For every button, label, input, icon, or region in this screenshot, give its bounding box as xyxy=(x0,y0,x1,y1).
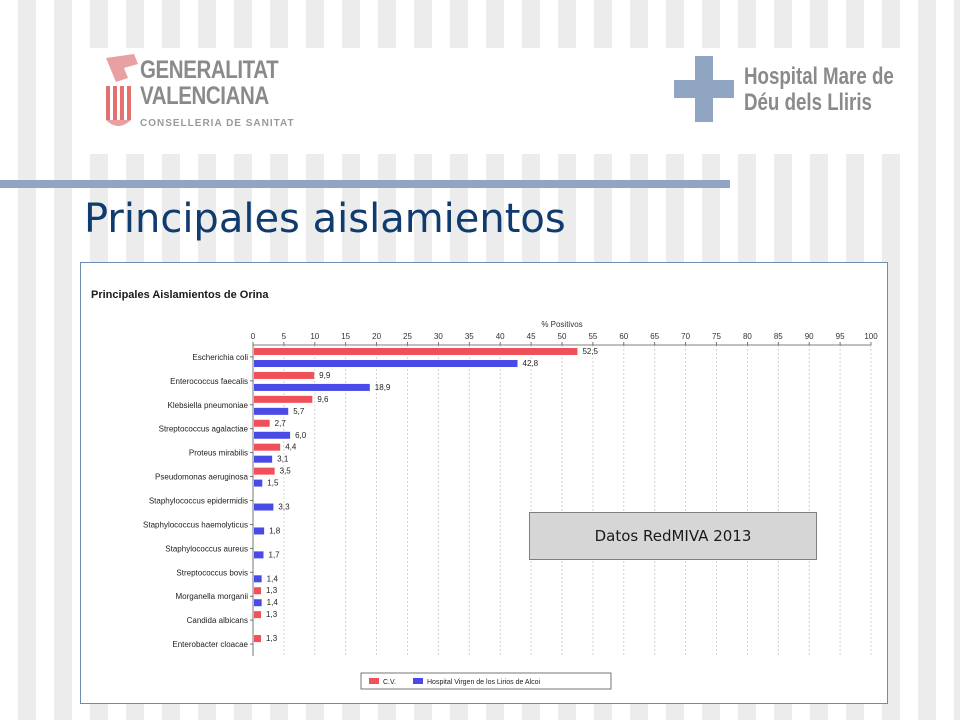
x-tick-label: 40 xyxy=(496,332,505,341)
x-tick-label: 90 xyxy=(805,332,814,341)
category-label: Staphylococcus aureus xyxy=(165,544,248,553)
x-tick-label: 25 xyxy=(403,332,412,341)
category-label: Pseudomonas aeruginosa xyxy=(155,473,249,482)
bar-cv xyxy=(254,587,262,595)
category-label: Proteus mirabilis xyxy=(189,449,248,458)
x-tick-label: 5 xyxy=(282,332,287,341)
x-axis-label: % Positivos xyxy=(541,320,582,329)
bar-value-label: 3,5 xyxy=(280,467,292,476)
bar-hospital xyxy=(254,503,274,511)
hospital-name-line1: Hospital Mare de xyxy=(744,63,894,90)
bar-value-label: 1,4 xyxy=(267,574,279,583)
bar-hospital xyxy=(254,360,518,367)
bar-value-label: 1,3 xyxy=(266,634,278,643)
category-label: Streptococcus bovis xyxy=(176,568,248,577)
x-tick-label: 15 xyxy=(341,332,350,341)
bar-chart: Principales Aislamientos de Orina % Posit… xyxy=(91,289,878,690)
x-tick-label: 75 xyxy=(712,332,721,341)
generalitat-name-line1: GENERALITAT xyxy=(140,56,279,84)
category-label: Candida albicans xyxy=(187,616,248,625)
x-tick-label: 100 xyxy=(864,332,878,341)
x-tick-label: 45 xyxy=(527,332,536,341)
bar-value-label: 9,9 xyxy=(319,371,331,380)
legend-swatch-hospital xyxy=(413,678,423,684)
x-tick-label: 95 xyxy=(836,332,845,341)
bar-hospital xyxy=(254,479,263,487)
slide-title: Principales aislamientos xyxy=(84,196,566,242)
category-label: Enterococcus faecalis xyxy=(170,377,248,386)
generalitat-emblem-icon xyxy=(106,54,138,126)
x-tick-label: 30 xyxy=(434,332,443,341)
x-tick-label: 0 xyxy=(251,332,256,341)
bar-cv xyxy=(254,635,262,643)
category-label: Morganella morganii xyxy=(176,592,249,601)
bar-hospital xyxy=(254,575,262,583)
x-tick-label: 20 xyxy=(372,332,381,341)
bar-cv xyxy=(254,611,262,619)
chart-title: Principales Aislamientos de Orina xyxy=(91,289,269,301)
data-source-note: Datos RedMIVA 2013 xyxy=(529,512,817,560)
x-tick-label: 60 xyxy=(619,332,628,341)
legend-label-hospital: Hospital Virgen de los Lirios de Alcoi xyxy=(427,679,541,686)
bar-value-label: 3,3 xyxy=(278,503,290,512)
bar-hospital xyxy=(254,407,289,415)
x-tick-label: 70 xyxy=(681,332,690,341)
bar-cv xyxy=(254,419,270,427)
bar-cv xyxy=(254,348,578,355)
bar-value-label: 2,7 xyxy=(275,419,287,428)
x-tick-label: 55 xyxy=(588,332,597,341)
bar-value-label: 1,8 xyxy=(269,526,281,535)
generalitat-name-line2: VALENCIANA xyxy=(140,82,269,110)
bar-hospital xyxy=(254,431,291,439)
x-tick-label: 65 xyxy=(650,332,659,341)
bar-value-label: 1,4 xyxy=(267,598,279,607)
bar-hospital xyxy=(254,455,273,463)
category-label: Staphylococcus haemolyticus xyxy=(143,520,248,529)
bar-value-label: 52,5 xyxy=(582,347,598,356)
bar-value-label: 5,7 xyxy=(293,407,305,416)
x-tick-label: 50 xyxy=(558,332,567,341)
legend-swatch-cv xyxy=(369,678,379,684)
bar-hospital xyxy=(254,527,265,535)
bar-value-label: 1,7 xyxy=(269,550,281,559)
bar-value-label: 9,6 xyxy=(317,395,329,404)
category-label: Escherichia coli xyxy=(192,353,248,362)
x-tick-label: 35 xyxy=(465,332,474,341)
bar-value-label: 1,3 xyxy=(266,586,278,595)
bar-value-label: 1,3 xyxy=(266,610,278,619)
x-tick-label: 85 xyxy=(774,332,783,341)
category-label: Staphylococcus epidermidis xyxy=(149,497,248,506)
bar-hospital xyxy=(254,599,262,607)
bar-value-label: 42,8 xyxy=(523,359,539,368)
category-label: Streptococcus agalactiae xyxy=(159,425,249,434)
bar-cv xyxy=(254,395,313,403)
bar-hospital xyxy=(254,383,370,391)
bar-value-label: 6,0 xyxy=(295,431,307,440)
bar-hospital xyxy=(254,551,264,559)
logo-band: GENERALITAT VALENCIANA CONSELLERIA DE SA… xyxy=(80,48,904,154)
x-tick-label: 80 xyxy=(743,332,752,341)
conselleria-name: CONSELLERIA DE SANITAT xyxy=(140,118,295,129)
bar-value-label: 3,1 xyxy=(277,455,289,464)
bar-value-label: 18,9 xyxy=(375,383,391,392)
title-accent-bar xyxy=(0,180,730,188)
chart-frame: Principales Aislamientos de Orina % Posit… xyxy=(80,262,888,704)
bar-cv xyxy=(254,371,315,379)
hospital-cross-icon xyxy=(674,56,734,122)
category-label: Klebsiella pneumoniae xyxy=(168,401,249,410)
bar-cv xyxy=(254,467,275,475)
hospital-name-line2: Déu dels Lliris xyxy=(744,89,872,116)
bar-cv xyxy=(254,443,281,451)
x-tick-label: 10 xyxy=(310,332,319,341)
bar-value-label: 1,5 xyxy=(267,479,279,488)
bar-value-label: 4,4 xyxy=(285,443,297,452)
legend-box xyxy=(360,672,612,690)
category-label: Enterobacter cloacae xyxy=(172,640,248,649)
legend-label-cv: C.V. xyxy=(383,679,396,686)
